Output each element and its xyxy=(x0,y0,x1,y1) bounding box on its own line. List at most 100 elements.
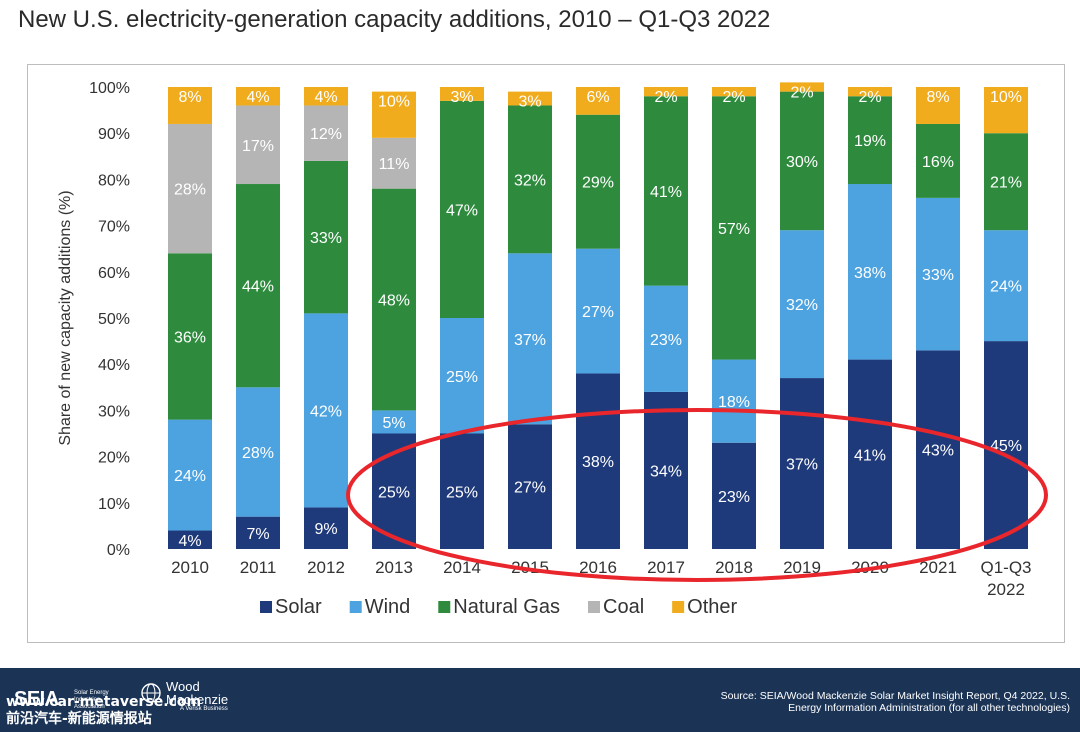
legend-label: Solar xyxy=(275,596,322,618)
watermark-url: www.car-metaverse.com xyxy=(6,694,202,710)
x-tick-label: 2022 xyxy=(987,580,1025,599)
bar-segment-solar xyxy=(780,378,824,549)
stacked-bar-chart: Share of new capacity additions (%) 0% 10%… xyxy=(57,80,1048,618)
bar-segment-wind xyxy=(236,387,280,517)
bar-segment-other xyxy=(508,91,552,106)
data-label: 36% xyxy=(174,329,206,346)
data-label: 24% xyxy=(990,279,1022,296)
x-tick-label: 2011 xyxy=(240,558,277,577)
data-label: 32% xyxy=(786,297,818,314)
bar-segment-other xyxy=(372,91,416,138)
data-label: 12% xyxy=(310,126,342,143)
data-label: 2% xyxy=(722,89,745,106)
source-line: Energy Information Administration (for a… xyxy=(788,702,1070,714)
data-label: 33% xyxy=(310,230,342,247)
bar-segment-other xyxy=(916,87,960,124)
y-tick-label: 80% xyxy=(98,172,130,189)
wm-logo-line: Wood xyxy=(166,679,200,694)
data-label: 41% xyxy=(650,184,682,201)
bar-segment-solar xyxy=(916,350,960,549)
data-label: 7% xyxy=(246,526,269,543)
legend-swatch xyxy=(438,601,451,613)
bar-segment-other xyxy=(780,82,824,92)
y-tick-label: 20% xyxy=(98,450,130,467)
bar-segment-wind xyxy=(168,419,212,531)
bar-segment-coal xyxy=(372,137,416,189)
y-tick-label: 30% xyxy=(98,403,130,420)
bar-segment-other xyxy=(168,87,212,124)
bar-segment-other xyxy=(576,87,620,115)
legend-label: Wind xyxy=(365,596,411,618)
bar-segment-coal xyxy=(304,105,348,161)
wm-logo-line: Mackenzie xyxy=(166,692,229,707)
bar-segment-wind xyxy=(644,285,688,392)
bar-segment-solar xyxy=(984,341,1028,549)
bar-segment-natural-gas xyxy=(848,96,892,185)
data-label: 24% xyxy=(174,468,206,485)
y-tick-label: 40% xyxy=(98,357,130,374)
bar-segment-other xyxy=(848,87,892,97)
y-tick-label: 90% xyxy=(98,126,130,143)
data-label: 47% xyxy=(446,202,478,219)
data-label: 4% xyxy=(246,89,269,106)
bar-segment-other xyxy=(712,87,756,97)
bar-segment-wind xyxy=(372,410,416,434)
source-line: Source: SEIA/Wood Mackenzie Solar Market… xyxy=(720,690,1070,702)
bar-segment-natural-gas xyxy=(304,160,348,314)
bar-segment-natural-gas xyxy=(508,105,552,254)
y-tick-label: 70% xyxy=(98,219,130,236)
data-label: 8% xyxy=(178,89,201,106)
source-note: Source: SEIA/Wood Mackenzie Solar Market… xyxy=(650,690,1070,714)
data-label: 29% xyxy=(582,175,614,192)
data-label: 19% xyxy=(854,133,886,150)
bar-segment-wind xyxy=(984,230,1028,342)
bar-segment-coal xyxy=(168,123,212,254)
legend-swatch xyxy=(588,601,600,613)
bar-segment-wind xyxy=(712,359,756,443)
bar-segment-other xyxy=(644,87,688,97)
data-label: 28% xyxy=(174,182,206,199)
bar-segment-solar xyxy=(304,507,348,549)
bar-segment-natural-gas xyxy=(440,100,484,318)
data-label: 18% xyxy=(718,394,750,411)
data-label: 9% xyxy=(314,521,337,538)
bar-segment-wind xyxy=(440,318,484,434)
bar-segment-natural-gas xyxy=(780,91,824,231)
data-label: 33% xyxy=(922,267,954,284)
bar-segment-solar xyxy=(712,442,756,549)
data-label: 32% xyxy=(514,172,546,189)
data-label: 10% xyxy=(990,89,1022,106)
bar-segment-solar xyxy=(848,359,892,549)
legend-swatch xyxy=(349,601,362,613)
seia-sub-line: Industries xyxy=(74,697,101,703)
data-label: 4% xyxy=(314,89,337,106)
x-tick-label: 2014 xyxy=(443,558,481,577)
data-label: 2% xyxy=(858,89,881,106)
data-label: 23% xyxy=(718,489,750,506)
data-label: 3% xyxy=(450,89,473,106)
bar-segment-coal xyxy=(236,105,280,185)
bar-segment-natural-gas xyxy=(236,184,280,388)
watermark-chinese: 前沿汽车-新能源情报站 xyxy=(6,711,152,727)
y-tick-label: 10% xyxy=(98,496,130,513)
bar-segment-natural-gas xyxy=(168,253,212,420)
data-label: 34% xyxy=(650,463,682,480)
data-label: 17% xyxy=(242,138,274,155)
x-tick-label: 2016 xyxy=(579,558,617,577)
y-tick-label: 60% xyxy=(98,265,130,282)
x-tick-label: 2021 xyxy=(919,558,957,577)
data-label: 25% xyxy=(446,484,478,501)
bar-segment-wind xyxy=(576,248,620,374)
x-tick-label: 2013 xyxy=(375,558,413,577)
data-label: 48% xyxy=(378,293,410,310)
data-label: 8% xyxy=(926,89,949,106)
data-label: 41% xyxy=(854,447,886,464)
bar-segment-wind xyxy=(780,230,824,379)
legend-swatch xyxy=(260,601,272,613)
y-tick-label: 0% xyxy=(107,542,130,559)
bar-segment-wind xyxy=(848,184,892,360)
data-label: 2% xyxy=(790,84,813,101)
legend-label: Other xyxy=(687,596,737,618)
data-label: 21% xyxy=(990,175,1022,192)
x-tick-label: Q1-Q3 xyxy=(980,558,1031,577)
